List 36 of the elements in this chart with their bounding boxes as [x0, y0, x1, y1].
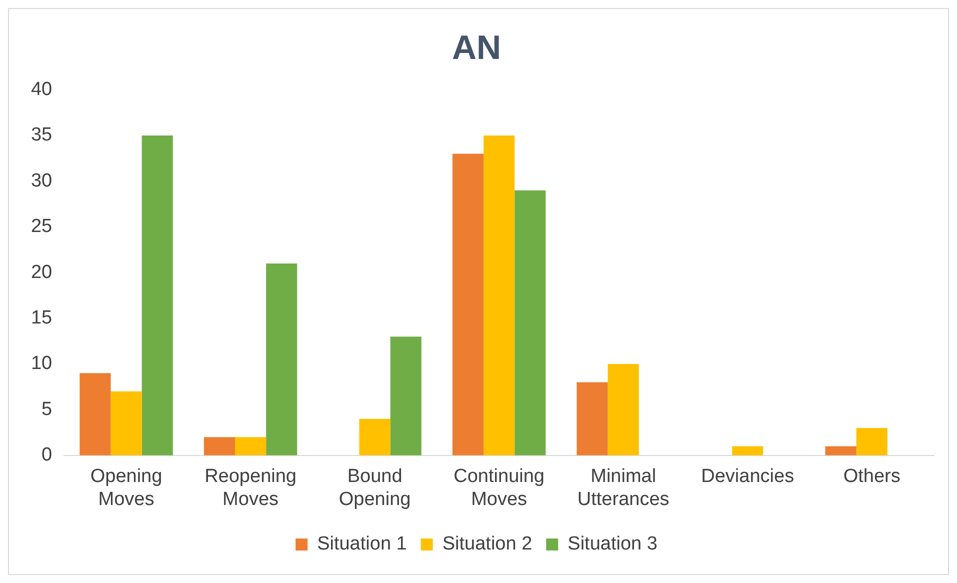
y-tick-label: 5	[42, 398, 52, 420]
y-tick-label: 20	[30, 262, 52, 283]
y-tick-label: 40	[30, 79, 52, 100]
bar	[825, 446, 856, 456]
bar	[452, 154, 484, 456]
x-tick-label: Bound Opening	[338, 466, 411, 510]
x-tick-label: Others	[843, 466, 900, 488]
bar	[608, 364, 639, 456]
chart-title: AN	[452, 28, 502, 67]
y-tick-label: 25	[30, 216, 52, 238]
legend-label: Situation 3	[568, 534, 658, 555]
bar	[856, 428, 888, 456]
bar	[110, 391, 142, 456]
x-tick-label: Continuing Moves	[454, 466, 544, 510]
bar	[80, 373, 111, 456]
x-tick-label: Deviancies	[701, 466, 794, 488]
bar	[390, 336, 422, 456]
bar	[484, 136, 515, 456]
x-tick-label: Opening Moves	[90, 466, 162, 510]
bar	[359, 418, 390, 456]
legend-label: Situation 2	[442, 534, 532, 555]
y-tick-label: 15	[30, 308, 52, 329]
bar	[142, 136, 173, 456]
bar	[266, 263, 298, 456]
y-tick-label: 30	[30, 170, 52, 192]
bar	[732, 446, 764, 456]
x-tick-label: Minimal Utterances	[577, 466, 670, 510]
legend-label: Situation 1	[317, 534, 407, 555]
y-tick-label: 35	[30, 124, 52, 146]
y-tick-label: 0	[42, 444, 52, 466]
bar	[204, 437, 235, 456]
y-tick-label: 10	[30, 353, 52, 374]
x-tick-label: Reopening Moves	[204, 466, 296, 510]
bar	[514, 190, 546, 456]
bar	[235, 437, 266, 456]
bar	[576, 382, 608, 456]
